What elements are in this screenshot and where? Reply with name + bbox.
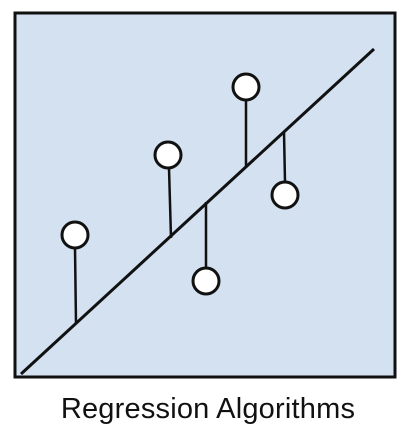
residual-line [282, 131, 287, 183]
data-point-marker [191, 266, 221, 296]
diagram-canvas [13, 11, 397, 379]
residual-line [167, 167, 173, 239]
data-point-marker [270, 180, 300, 210]
data-point-marker [60, 220, 90, 250]
data-point-marker [231, 72, 261, 102]
plot-panel [13, 11, 397, 379]
regression-line [19, 47, 376, 376]
data-point-marker [153, 140, 183, 170]
diagram-caption: Regression Algorithms [60, 393, 356, 425]
residual-line [73, 247, 78, 325]
